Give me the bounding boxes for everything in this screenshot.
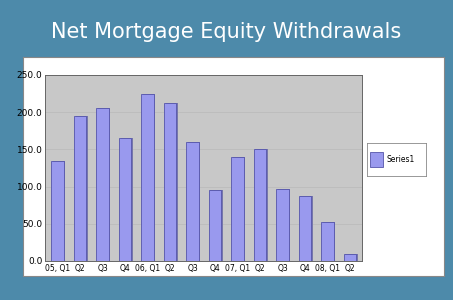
Bar bbox=[52, 160, 64, 261]
Bar bbox=[254, 149, 266, 261]
Bar bbox=[209, 190, 221, 261]
Text: Net Mortgage Equity Withdrawals: Net Mortgage Equity Withdrawals bbox=[51, 22, 402, 41]
Bar bbox=[164, 103, 176, 261]
Bar bbox=[276, 189, 289, 261]
Bar bbox=[344, 254, 356, 261]
Bar bbox=[211, 190, 223, 261]
Text: Series1: Series1 bbox=[387, 154, 415, 164]
Bar bbox=[187, 142, 199, 261]
Bar bbox=[346, 254, 358, 261]
Bar bbox=[323, 222, 335, 261]
Bar bbox=[278, 189, 290, 261]
Bar bbox=[300, 196, 313, 261]
Bar bbox=[76, 116, 88, 261]
Bar bbox=[233, 157, 246, 261]
Bar bbox=[120, 138, 133, 261]
Bar bbox=[74, 116, 87, 261]
Bar bbox=[231, 157, 244, 261]
Bar bbox=[141, 94, 154, 261]
Bar bbox=[119, 138, 131, 261]
Bar bbox=[98, 109, 111, 261]
Bar bbox=[188, 142, 200, 261]
Bar bbox=[165, 103, 178, 261]
Bar bbox=[255, 149, 268, 261]
Bar bbox=[321, 222, 334, 261]
Bar bbox=[53, 160, 65, 261]
Bar bbox=[143, 94, 155, 261]
Bar bbox=[371, 152, 383, 167]
Bar bbox=[96, 109, 109, 261]
Bar bbox=[299, 196, 311, 261]
